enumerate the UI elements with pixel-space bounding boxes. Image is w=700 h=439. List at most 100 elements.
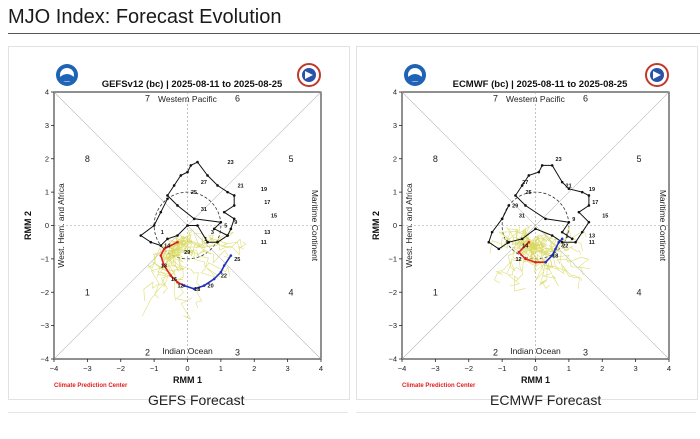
- observed-track-point: [507, 240, 511, 244]
- phase-number-5: 5: [636, 154, 641, 164]
- ensemble-mean-week2-track-point: [219, 270, 223, 274]
- ensemble-mean-week1-track-point: [176, 280, 179, 284]
- y-tick-label: 4: [45, 88, 49, 97]
- region-label-top: Western Pacific: [158, 94, 218, 104]
- ensemble-member-track: [525, 235, 558, 258]
- observed-track-point: [206, 174, 209, 177]
- observed-track-point: [229, 227, 233, 231]
- day-label: 29: [184, 250, 190, 256]
- region-label-top: Western Pacific: [506, 94, 566, 104]
- ensemble-mean-week2-track-point: [222, 264, 226, 267]
- y-tick-label: 2: [393, 154, 397, 163]
- region-label-bottom: Indian Ocean: [162, 346, 213, 356]
- region-label-right: Maritime Continent: [658, 190, 668, 262]
- observed-track-point: [166, 197, 169, 201]
- phase-number-6: 6: [235, 94, 240, 104]
- observed-track-point: [560, 230, 564, 234]
- day-label: 1: [566, 234, 569, 240]
- y-tick-label: −2: [388, 288, 397, 297]
- day-label: 23: [228, 160, 234, 166]
- day-label: 15: [271, 213, 277, 219]
- phase-number-2: 2: [493, 347, 498, 357]
- observed-track-point: [550, 234, 554, 237]
- phase-number-7: 7: [493, 94, 498, 104]
- gefs-caption: GEFS Forecast: [148, 392, 245, 408]
- observed-track-point: [152, 224, 156, 227]
- observed-track-point: [166, 194, 169, 197]
- observed-track-point: [487, 240, 491, 244]
- x-tick-label: 4: [319, 364, 323, 373]
- observed-track-point: [226, 190, 229, 194]
- day-label: 27: [522, 180, 528, 186]
- ensemble-mean-week2-track-point: [212, 277, 216, 281]
- ensemble-mean-week2-track-point: [202, 284, 206, 287]
- observed-track-point: [139, 234, 143, 237]
- observed-track-point: [232, 194, 236, 197]
- x-tick-label: 2: [600, 364, 604, 373]
- observed-track-point: [540, 164, 544, 167]
- phase-number-1: 1: [433, 287, 438, 297]
- observed-track-point: [216, 240, 219, 244]
- title-divider: [8, 33, 700, 34]
- ensemble-member-track: [160, 239, 185, 294]
- observed-track-point: [172, 184, 176, 187]
- day-label: 18: [194, 287, 200, 293]
- day-label: 20: [208, 284, 214, 290]
- ensemble-mean-week1-track-point: [162, 264, 166, 267]
- day-label: 23: [556, 157, 562, 163]
- phase-number-3: 3: [235, 347, 240, 357]
- y-tick-label: −3: [40, 321, 49, 330]
- observed-track-point: [232, 217, 236, 221]
- x-tick-label: −4: [50, 364, 59, 373]
- observed-track-point: [226, 234, 229, 237]
- noaa-logo-bird: [408, 74, 422, 82]
- observed-track-point: [567, 187, 571, 191]
- day-label: 22: [562, 244, 568, 250]
- ensemble-mean-week2-track-point: [560, 237, 564, 241]
- observed-track-point: [186, 170, 189, 174]
- observed-track-point: [527, 174, 531, 177]
- phase-number-7: 7: [145, 94, 150, 104]
- ensemble-member-track: [177, 241, 203, 309]
- page-title: MJO Index: Forecast Evolution: [8, 6, 282, 28]
- x-tick-label: −1: [150, 364, 159, 373]
- ensemble-mean-week1-track-point: [524, 257, 527, 261]
- day-label: 21: [238, 183, 244, 189]
- observed-track-point: [580, 190, 584, 194]
- ensemble-mean-week1-track-point: [159, 254, 163, 257]
- x-axis-label: RMM 1: [173, 375, 202, 385]
- observed-track-point: [212, 227, 216, 231]
- ensemble-mean-week2-track-point: [229, 254, 233, 257]
- x-axis-label: RMM 1: [521, 375, 550, 385]
- ensemble-mean-week2-track-point: [544, 260, 547, 264]
- x-tick-label: 1: [567, 364, 571, 373]
- observed-track-point: [514, 194, 517, 197]
- observed-track-point: [219, 220, 223, 224]
- day-label: 11: [261, 240, 267, 246]
- ensemble-member-track: [528, 237, 591, 270]
- y-tick-label: −2: [40, 288, 49, 297]
- day-label: 17: [264, 200, 270, 206]
- x-tick-label: −1: [498, 364, 507, 373]
- observed-track-point: [544, 217, 547, 221]
- y-tick-label: 1: [393, 188, 397, 197]
- x-tick-label: −2: [116, 364, 125, 373]
- observed-track-point: [534, 227, 537, 231]
- observed-track-point: [574, 240, 577, 244]
- day-label: 31: [201, 207, 207, 213]
- ensemble-mean-week2-track-point: [557, 240, 561, 244]
- x-tick-label: 4: [667, 364, 671, 373]
- x-tick-label: −4: [398, 364, 407, 373]
- x-tick-label: −2: [464, 364, 473, 373]
- observed-track-point: [570, 237, 574, 241]
- y-tick-label: −4: [40, 355, 49, 364]
- day-label: 17: [592, 200, 598, 206]
- observed-track-point: [560, 240, 564, 244]
- day-label: 13: [161, 264, 167, 270]
- observed-track-point: [149, 240, 153, 244]
- region-label-left: West. Hem. and Africa: [56, 183, 66, 268]
- observed-track-point: [232, 204, 236, 207]
- gefs-caption-divider: [8, 412, 348, 413]
- day-label: 1: [161, 230, 164, 236]
- nws-logo-mark: [305, 71, 313, 79]
